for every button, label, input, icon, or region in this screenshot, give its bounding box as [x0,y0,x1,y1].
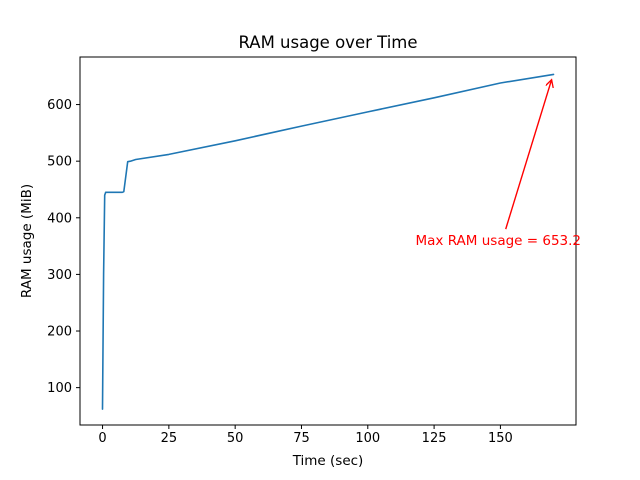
y-tick-label: 400 [47,211,72,226]
y-tick-label: 500 [47,155,72,170]
x-tick-label: 50 [227,431,244,446]
x-axis-label: Time (sec) [292,453,364,469]
x-tick-label: 150 [488,431,513,446]
y-tick-label: 600 [47,98,72,113]
x-tick-label: 100 [355,431,380,446]
max-ram-annotation: Max RAM usage = 653.2 [415,233,582,250]
annotation-arrow [505,80,552,230]
plot-border [79,56,577,426]
x-tick-label: 0 [98,431,106,446]
x-tick-label: 75 [293,431,310,446]
x-tick-label: 25 [161,431,178,446]
series-line [101,73,555,410]
y-tick-label: 300 [47,268,72,283]
x-tick-label: 125 [422,431,447,446]
y-axis-label: RAM usage (MiB) [19,183,35,299]
y-tick-label: 200 [47,325,72,340]
y-tick-label: 100 [47,381,72,396]
chart-title: RAM usage over Time [238,33,418,52]
